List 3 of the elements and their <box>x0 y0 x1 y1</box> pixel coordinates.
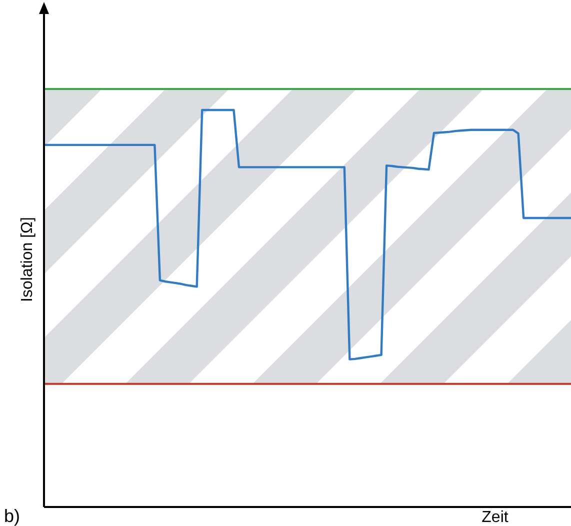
x-axis-title: Zeit <box>482 509 509 526</box>
text: b) <box>4 506 20 526</box>
y-axis-title: Isolation [Ω] <box>19 217 36 302</box>
